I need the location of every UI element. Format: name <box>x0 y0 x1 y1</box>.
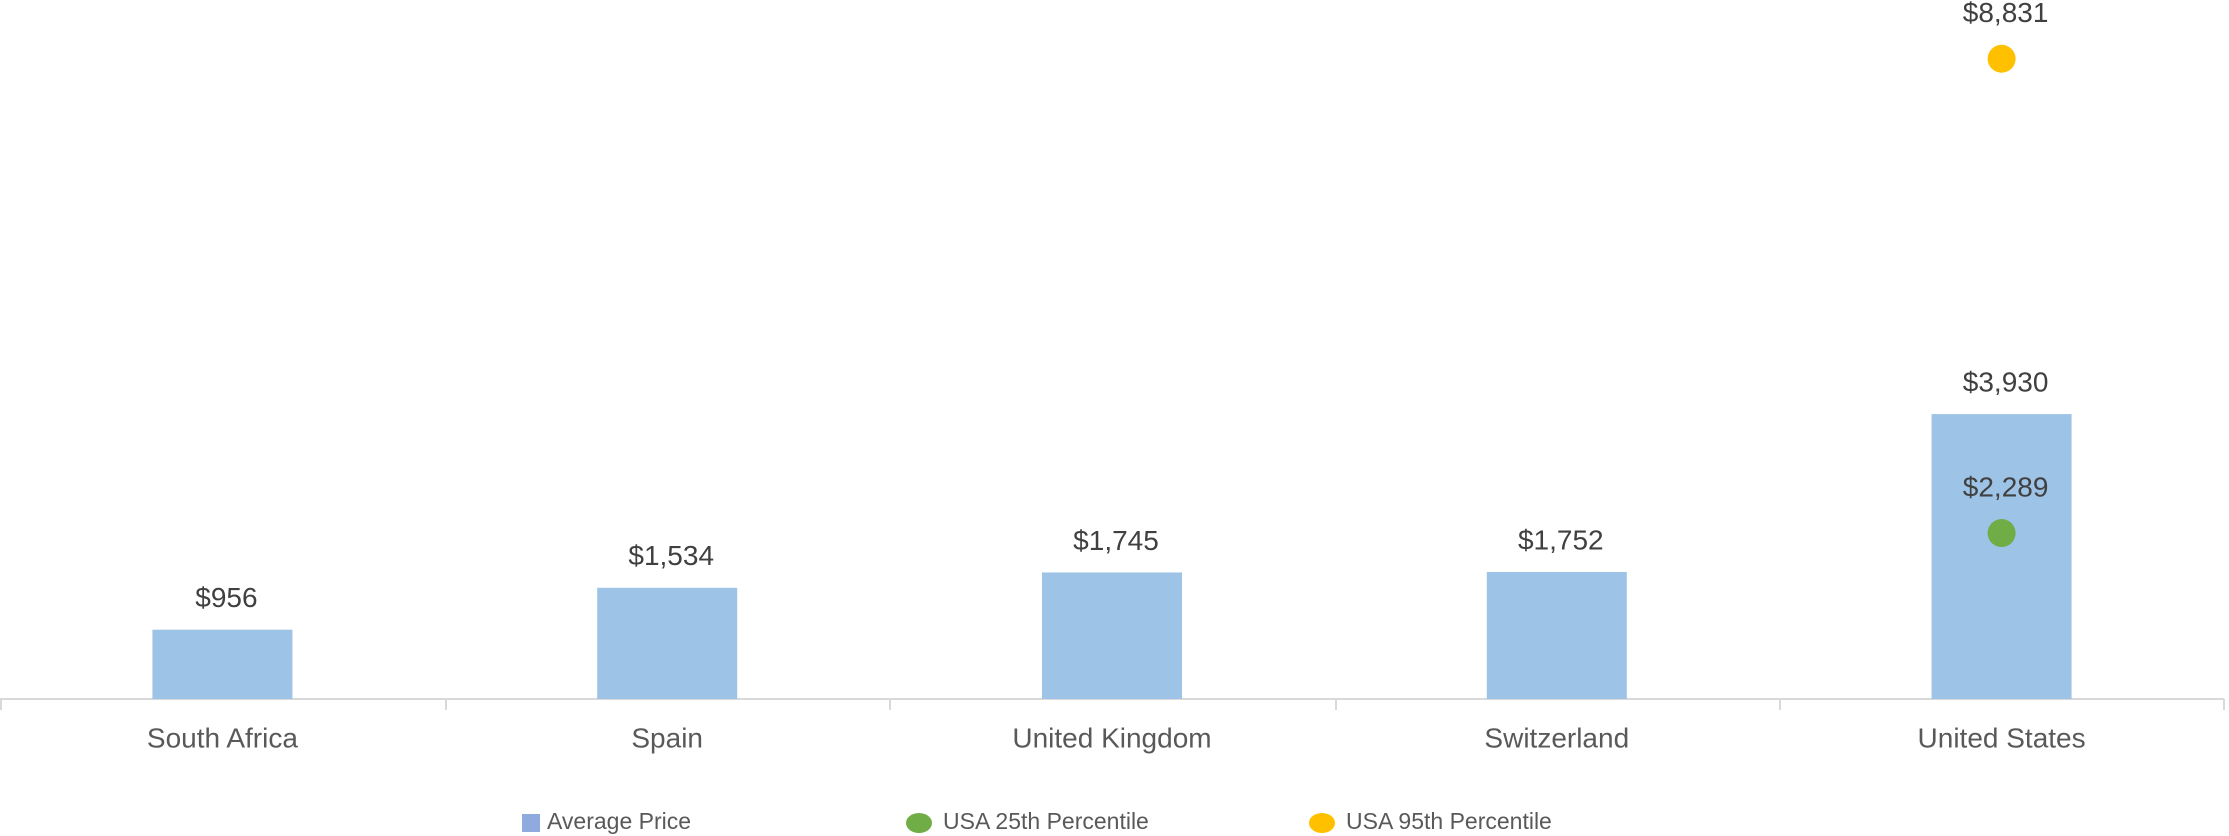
x-tick-label: South Africa <box>147 722 298 753</box>
dot <box>1987 519 2016 548</box>
bar <box>1931 414 2072 699</box>
x-tick-label: United Kingdom <box>1012 722 1211 753</box>
data-label: $1,745 <box>1073 525 1159 556</box>
data-label: $956 <box>195 582 257 613</box>
legend-label: Average Price <box>547 808 691 834</box>
x-tick-label: Spain <box>631 722 703 753</box>
data-label: $1,752 <box>1518 524 1604 555</box>
x-tick-label: Switzerland <box>1484 722 1629 753</box>
legend-marker <box>522 814 540 832</box>
data-label: $3,930 <box>1963 366 2049 397</box>
bar <box>152 629 293 699</box>
bar <box>1042 572 1182 699</box>
dot <box>1987 44 2016 73</box>
legend-marker <box>906 813 932 833</box>
bar <box>597 587 738 699</box>
category-separators <box>0 699 2225 710</box>
data-label: $1,534 <box>628 540 714 571</box>
data-label: $8,831 <box>1963 0 2049 28</box>
legend-marker <box>1309 813 1335 833</box>
legend-label: USA 95th Percentile <box>1346 808 1552 834</box>
legend-label: USA 25th Percentile <box>943 808 1149 834</box>
bar <box>1486 571 1627 699</box>
x-tick-label: United States <box>1918 722 2086 753</box>
data-label: $2,289 <box>1963 471 2049 502</box>
